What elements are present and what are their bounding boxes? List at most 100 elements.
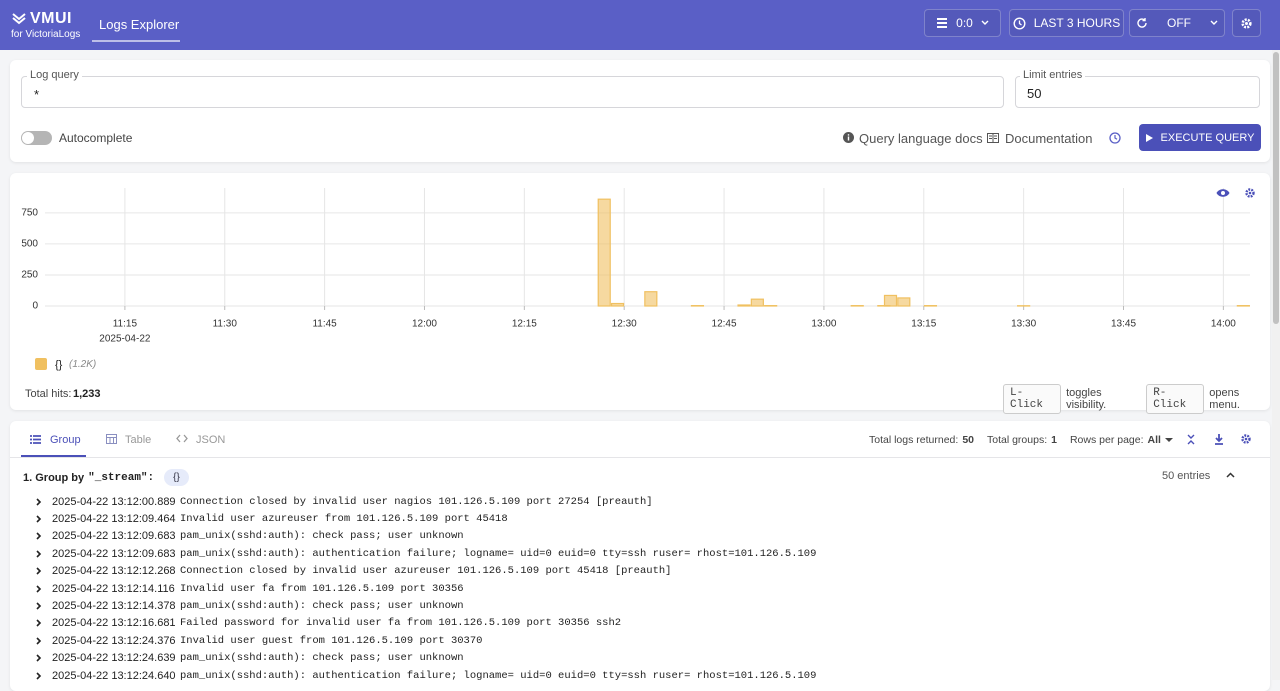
autocomplete-toggle[interactable] — [21, 131, 52, 145]
logo[interactable]: VMUI — [12, 10, 72, 28]
x-tick-label: 13:30 — [1011, 319, 1036, 330]
info-icon — [843, 132, 854, 143]
expand-icon — [34, 550, 52, 558]
limit-value: 50 — [1027, 86, 1041, 101]
bar — [738, 305, 750, 306]
scrollbar-thumb[interactable] — [1273, 52, 1279, 324]
log-time: 2025-04-22 13:12:14.378 — [52, 600, 180, 612]
stream-chip[interactable]: {} — [164, 469, 189, 486]
x-tick-label: 11:30 — [213, 319, 238, 330]
gear-icon — [1240, 17, 1253, 30]
collapse-icon[interactable] — [1186, 434, 1196, 445]
x-tick-label: 11:15 — [113, 319, 138, 330]
expand-icon — [34, 602, 52, 610]
dropdown-arrow — [1165, 437, 1173, 443]
expand-icon — [34, 567, 52, 575]
log-time: 2025-04-22 13:12:12.268 — [52, 565, 180, 577]
execute-button[interactable]: EXECUTE QUERY — [1139, 124, 1261, 151]
tab[interactable]: JSON — [196, 434, 225, 446]
visibility-icon[interactable] — [1216, 188, 1230, 198]
logo-icon — [12, 12, 26, 26]
bar — [612, 304, 624, 306]
rows-per-page[interactable]: All — [1148, 434, 1161, 446]
total-hits-label: Total hits: — [25, 388, 71, 400]
history-icon[interactable] — [1109, 132, 1121, 144]
log-time: 2025-04-22 13:12:09.683 — [52, 530, 180, 542]
download-icon[interactable] — [1214, 434, 1224, 445]
expand-icon — [34, 654, 52, 662]
log-time: 2025-04-22 13:12:09.683 — [52, 548, 180, 560]
log-message: Connection closed by invalid user azureu… — [180, 565, 671, 577]
log-query-input[interactable]: * — [21, 76, 1004, 108]
logo-subtitle: for VictoriaLogs — [11, 29, 80, 40]
chevron — [981, 19, 989, 27]
hint-key: R-Click — [1146, 384, 1204, 414]
execute-label: EXECUTE QUERY — [1161, 132, 1255, 144]
nav-tab[interactable]: Logs Explorer — [99, 17, 179, 32]
bar — [898, 298, 910, 306]
results-card: Group Table JSON Total logs returned: 50… — [10, 421, 1270, 691]
log-message: Invalid user azureuser from 101.126.5.10… — [180, 513, 508, 525]
log-message: Failed password for invalid user fa from… — [180, 617, 621, 629]
log-time: 2025-04-22 13:12:00.889 — [52, 496, 180, 508]
stat-label: Total logs returned: — [869, 434, 958, 446]
y-tick-label: 500 — [21, 239, 38, 250]
log-time: 2025-04-22 13:12:24.376 — [52, 635, 180, 647]
group-entries: 50 entries — [1162, 470, 1210, 482]
time-range: LAST 3 HOURS — [1034, 16, 1120, 30]
group-stream: "_stream": — [88, 472, 154, 484]
log-query-value: * — [34, 87, 39, 102]
stat-label: Rows per page: — [1070, 434, 1144, 446]
book-icon — [987, 133, 999, 143]
expand-icon — [34, 585, 52, 593]
refresh-icon — [1136, 17, 1148, 29]
bar — [751, 299, 763, 306]
log-message: Invalid user fa from 101.126.5.109 port … — [180, 583, 464, 595]
hint-text: toggles visibility. — [1066, 387, 1141, 411]
time-range-button[interactable]: LAST 3 HOURS — [1009, 9, 1124, 37]
chart-settings-icon[interactable] — [1244, 187, 1256, 199]
group-icon — [30, 435, 41, 444]
x-tick-label: 13:15 — [911, 319, 936, 330]
y-tick-label: 0 — [32, 301, 38, 312]
log-message: pam_unix(sshd:auth): authentication fail… — [180, 548, 816, 560]
log-time: 2025-04-22 13:12:14.116 — [52, 583, 180, 595]
tab-underline — [92, 40, 180, 42]
legend-swatch[interactable] — [35, 358, 47, 370]
hint-text: opens menu. — [1209, 387, 1270, 411]
hint-key: L-Click — [1003, 384, 1061, 414]
documentation-link[interactable]: Documentation — [1005, 131, 1092, 146]
stat-label: Total groups: — [987, 434, 1047, 446]
x-tick-label: 12:00 — [412, 319, 437, 330]
results-settings-icon[interactable] — [1240, 433, 1252, 445]
refresh-button[interactable]: OFF — [1129, 9, 1225, 37]
settings-button[interactable] — [1232, 9, 1261, 37]
y-tick-label: 250 — [21, 270, 38, 281]
docs-link[interactable]: Query language docs — [859, 131, 983, 146]
x-date-label: 2025-04-22 — [99, 334, 151, 345]
tabs-divider — [10, 457, 1270, 458]
tab[interactable]: Group — [50, 434, 81, 446]
tenant: 0:0 — [956, 16, 973, 30]
legend-label[interactable]: {} — [55, 359, 62, 371]
table-icon — [106, 434, 117, 444]
x-tick-label: 13:45 — [1111, 319, 1136, 330]
tenant-button[interactable]: 0:0 — [924, 9, 1001, 37]
x-tick-label: 12:15 — [512, 319, 537, 330]
collapse-group-icon[interactable] — [1226, 472, 1235, 478]
group-title: 1. Group by — [23, 472, 84, 484]
bar — [598, 199, 610, 306]
total-hits: 1,233 — [73, 388, 101, 400]
tab[interactable]: Table — [125, 434, 151, 446]
